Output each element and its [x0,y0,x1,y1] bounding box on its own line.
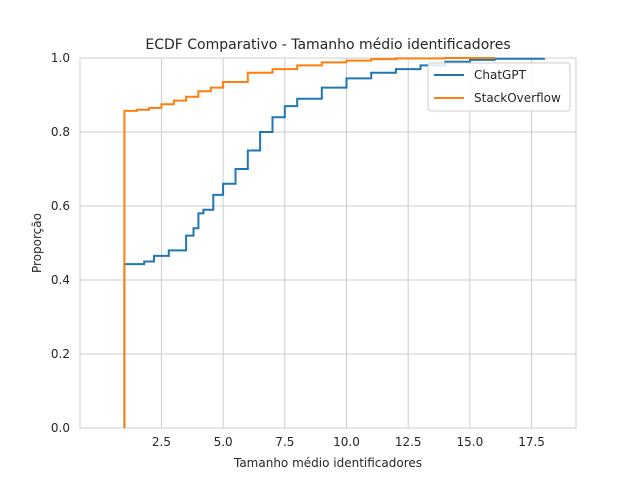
axes-frame [79,57,577,429]
y-tick-label: 0.6 [51,199,70,213]
y-tick-labels: 0.0 0.2 0.4 0.6 0.8 1.0 [51,51,70,435]
x-tick-label: 17.5 [518,435,545,449]
y-tick-label: 1.0 [51,51,70,65]
chart-title: ECDF Comparativo - Tamanho médio identif… [145,37,510,53]
x-tick-label: 7.5 [275,435,294,449]
x-tick-label: 15.0 [457,435,484,449]
y-tick-label: 0.2 [51,347,70,361]
legend-label-stackoverflow: StackOverflow [474,91,561,105]
x-tick-label: 10.0 [333,435,360,449]
legend: ChatGPT StackOverflow [427,62,571,112]
x-tick-label: 12.5 [395,435,422,449]
legend-label-chatgpt: ChatGPT [474,68,527,82]
y-tick-label: 0.0 [51,421,70,435]
x-tick-label: 5.0 [214,435,233,449]
series-lines [123,57,545,428]
x-tick-labels: 2.5 5.0 7.5 10.0 12.5 15.0 17.5 [152,435,545,449]
series-line-stackoverflow [123,57,495,428]
x-axis-label: Tamanho médio identificadores [233,456,422,470]
y-tick-label: 0.4 [51,273,70,287]
series-line-chatgpt [123,57,545,428]
x-tick-label: 2.5 [152,435,171,449]
y-tick-label: 0.8 [51,125,70,139]
y-axis-label: Proporção [30,213,44,273]
plot-area [80,58,576,428]
